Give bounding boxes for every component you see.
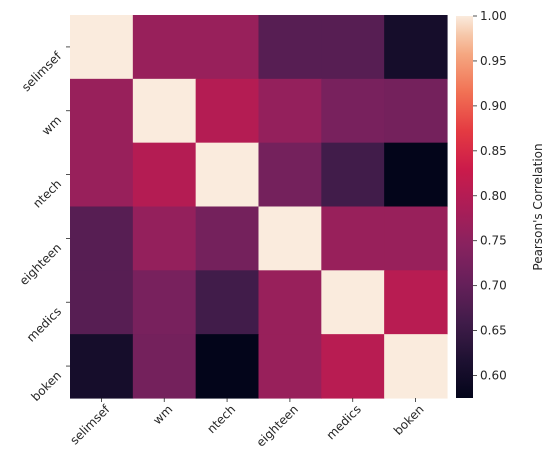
colorbar-tick-label: 0.65 — [480, 324, 507, 338]
colorbar-tick-label: 0.80 — [480, 189, 507, 203]
x-axis: selimsef wm ntech eighteen medics boken — [67, 397, 427, 450]
heatmap-cell-selimsef-eighteen — [258, 15, 322, 80]
heatmap-cell-wm-ntech — [195, 78, 260, 144]
y-tick-label-wm: wm — [39, 113, 64, 138]
y-tick-label-boken: boken — [28, 368, 64, 404]
heatmap-cell-wm-eighteen — [258, 78, 322, 144]
colorbar-tick-label: 0.85 — [480, 144, 507, 158]
colorbar-label: Pearson's Correlation — [531, 143, 545, 270]
heatmap-cell-boken-wm — [132, 334, 197, 399]
heatmap-cell-ntech-wm — [132, 142, 197, 208]
x-tick-label-wm: wm — [150, 402, 175, 427]
heatmap-cell-medics-selimsef — [70, 270, 134, 335]
heatmap-cell-medics-ntech — [195, 270, 260, 335]
heatmap-cell-ntech-boken — [384, 142, 448, 208]
y-tick-label-medics: medics — [24, 304, 64, 344]
heatmap-cell-medics-medics — [321, 270, 385, 335]
x-tick-label-medics: medics — [324, 402, 364, 442]
heatmap-cell-wm-wm — [132, 78, 197, 144]
heatmap-cell-wm-boken — [384, 78, 448, 144]
heatmap-cell-boken-selimsef — [70, 334, 134, 399]
heatmap-cell-boken-medics — [321, 334, 385, 399]
heatmap-cell-wm-medics — [321, 78, 385, 144]
heatmap-cell-eighteen-selimsef — [70, 206, 134, 271]
x-tick-label-eighteen: eighteen — [254, 402, 301, 449]
colorbar-tick-label: 0.60 — [480, 369, 507, 383]
heatmap-cell-medics-wm — [132, 270, 197, 335]
heatmap-cell-boken-boken — [384, 334, 448, 399]
colorbar-tick-label: 0.70 — [480, 279, 507, 293]
heatmap-cell-selimsef-medics — [321, 15, 385, 80]
colorbar-gradient — [456, 16, 473, 398]
colorbar-tick-label: 1.00 — [480, 9, 507, 23]
heatmap-cell-eighteen-wm — [132, 206, 197, 271]
y-tick-label-selimsef: selimsef — [19, 49, 65, 95]
heatmap-cell-medics-eighteen — [258, 270, 322, 335]
heatmap-cell-eighteen-eighteen — [258, 206, 322, 271]
heatmap-cell-selimsef-ntech — [195, 15, 260, 80]
heatmap-cell-eighteen-boken — [384, 206, 448, 271]
heatmap-cell-medics-boken — [384, 270, 448, 335]
heatmap-cell-wm-selimsef — [70, 78, 134, 144]
colorbar-tick-label: 0.75 — [480, 234, 507, 248]
y-axis: selimsef wm ntech eighteen medics boken — [17, 46, 70, 404]
heatmap-cell-ntech-medics — [321, 142, 385, 208]
y-tick-label-ntech: ntech — [30, 177, 64, 211]
colorbar-tick-label: 0.95 — [480, 54, 507, 68]
heatmap-cell-boken-eighteen — [258, 334, 322, 399]
colorbar-tick-label: 0.90 — [480, 99, 507, 113]
x-tick-label-ntech: ntech — [204, 402, 238, 436]
heatmap-cell-eighteen-ntech — [195, 206, 260, 271]
heatmap-cell-boken-ntech — [195, 334, 260, 399]
heatmap-cell-ntech-eighteen — [258, 142, 322, 208]
heatmap-cell-selimsef-selimsef — [70, 15, 134, 80]
colorbar-ticks: 0.60 0.65 0.70 0.75 0.80 0.85 0.90 0.95 1.00 — [473, 9, 507, 383]
heatmap-cell-eighteen-medics — [321, 206, 385, 271]
heatmap-cell-selimsef-boken — [384, 15, 448, 80]
heatmap-cell-ntech-selimsef — [70, 142, 134, 208]
heatmap-cell-selimsef-wm — [132, 15, 197, 80]
heatmap-cell-ntech-ntech — [195, 142, 260, 208]
y-tick-label-eighteen: eighteen — [17, 241, 64, 288]
x-tick-label-selimsef: selimsef — [67, 402, 113, 448]
heatmap-cells — [70, 15, 448, 399]
x-tick-label-boken: boken — [391, 402, 427, 438]
colorbar: 0.60 0.65 0.70 0.75 0.80 0.85 0.90 0.95 1.00 Pea… — [456, 9, 545, 398]
